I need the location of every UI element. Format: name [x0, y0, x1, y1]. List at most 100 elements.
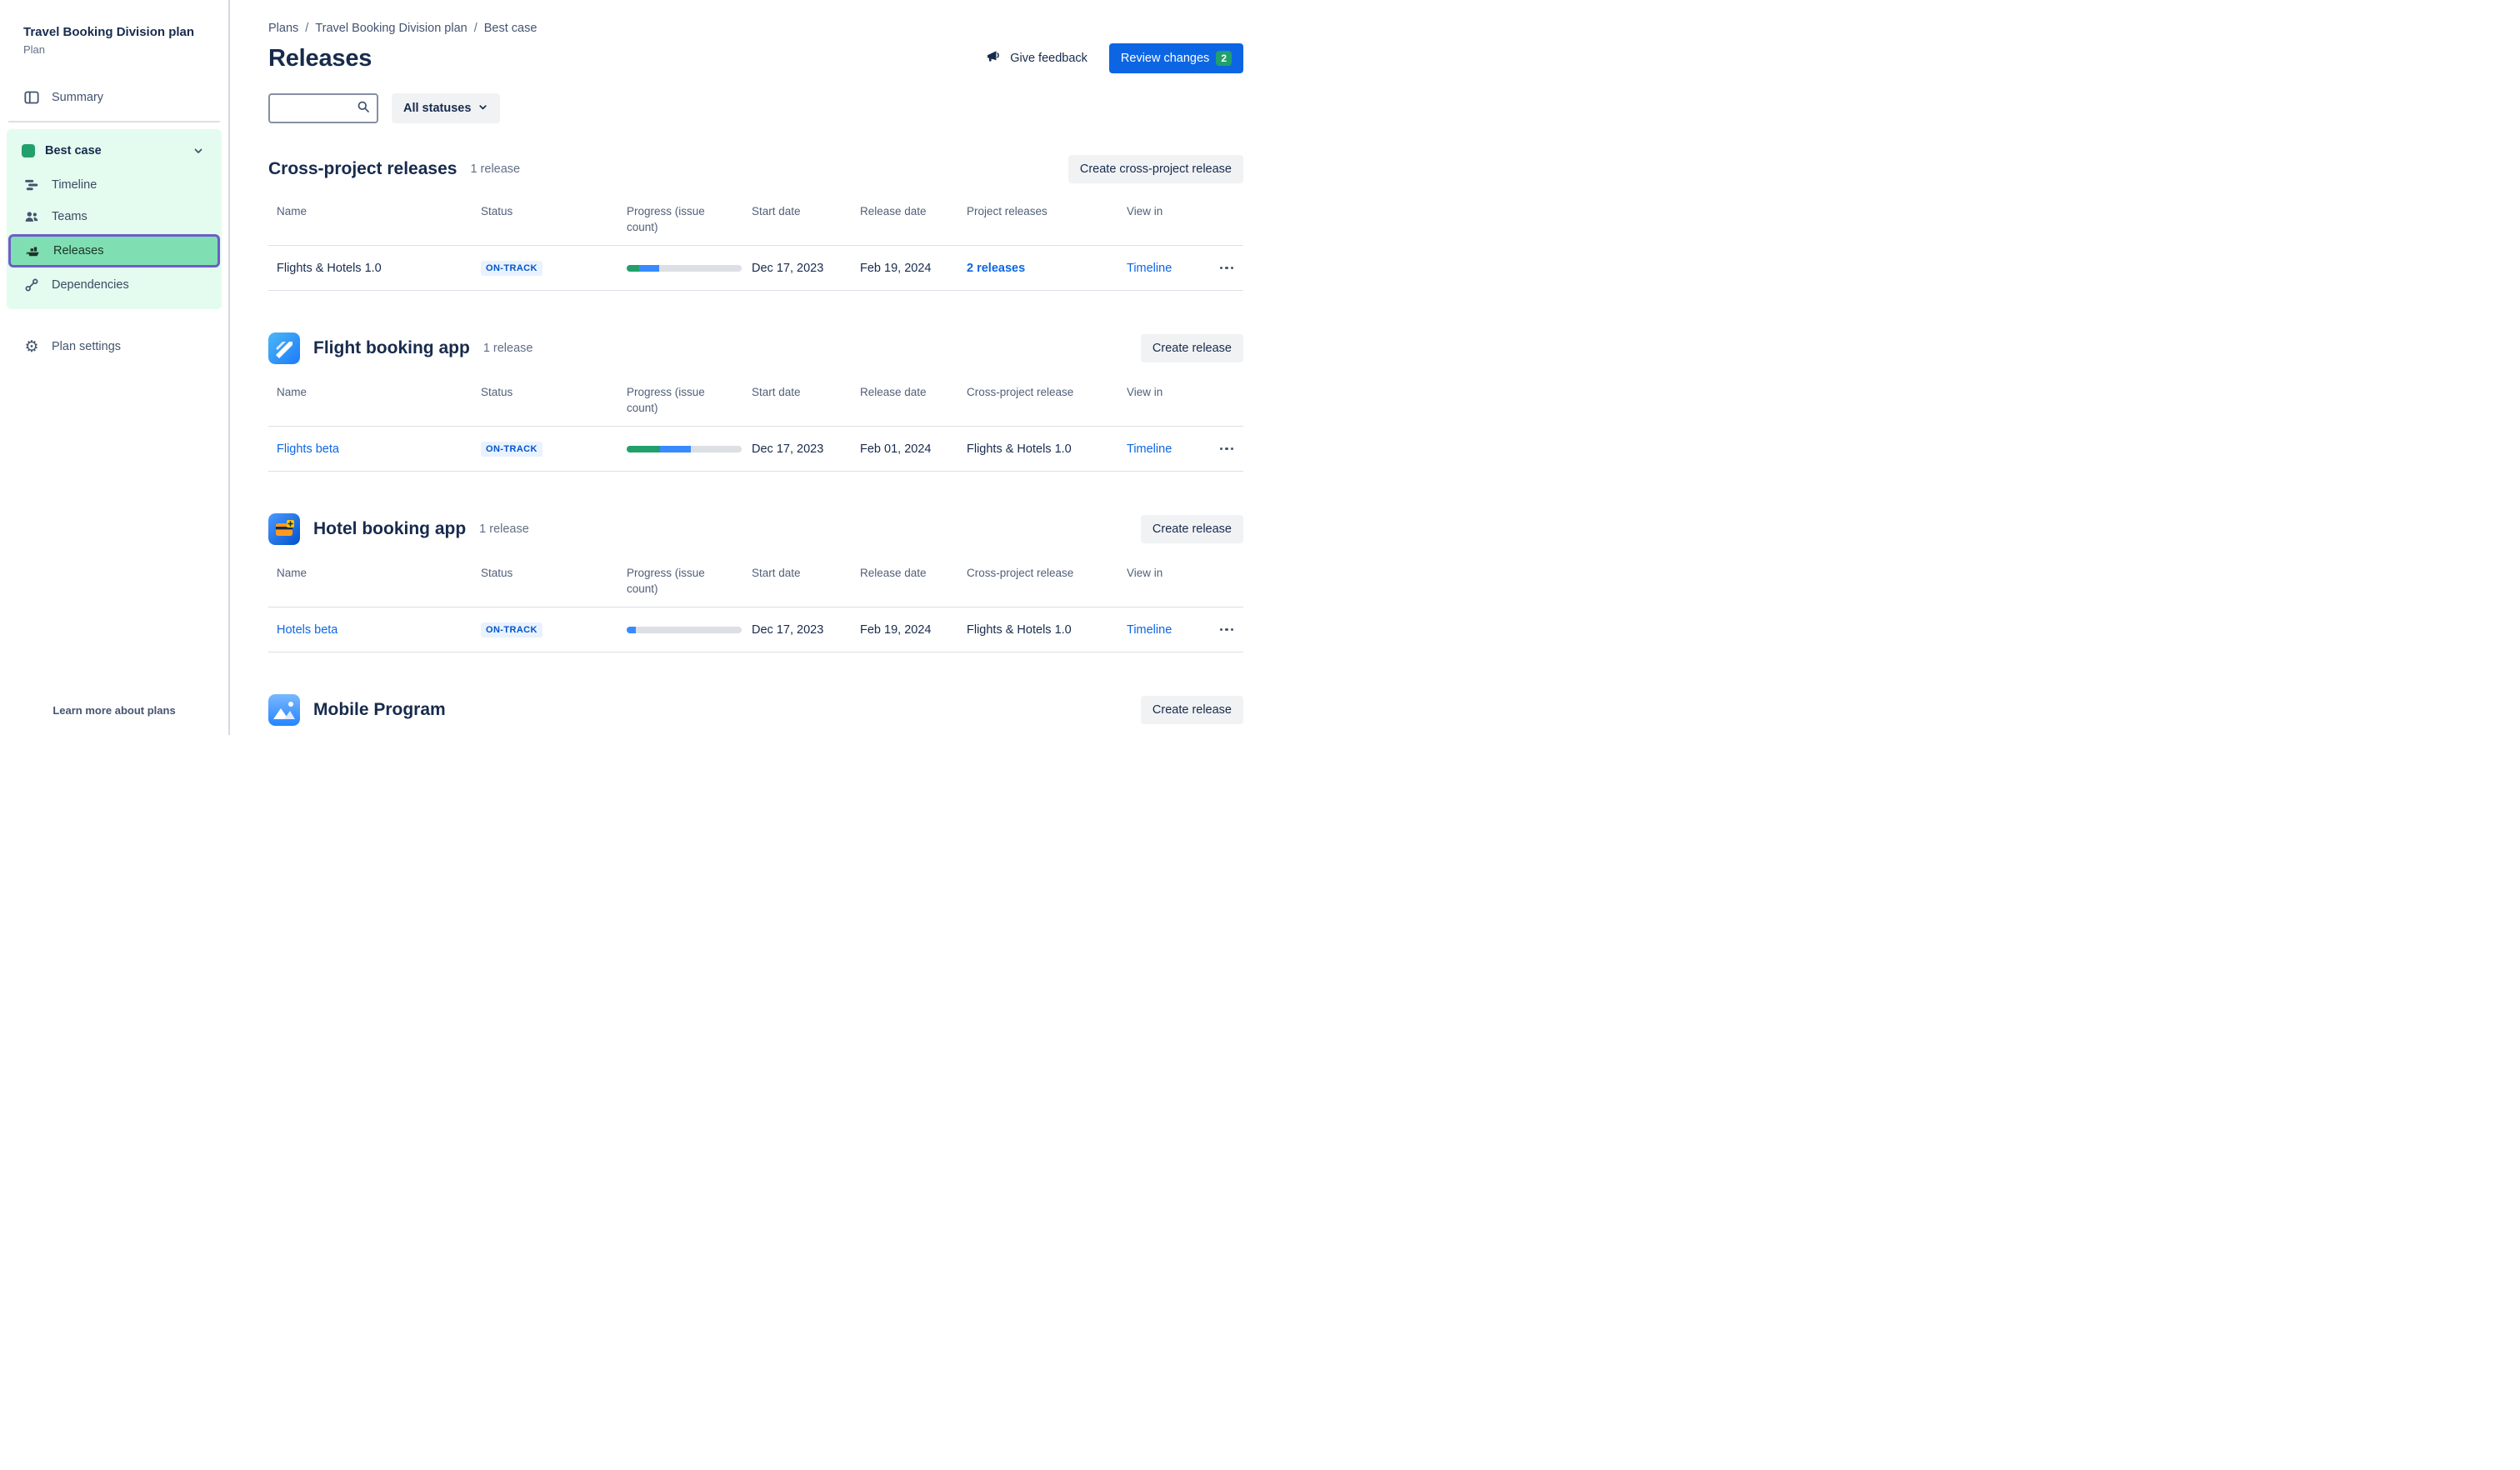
sidebar-item-timeline[interactable]: Timeline	[7, 169, 222, 201]
column-header-progress: Progress (issue count)	[627, 386, 705, 414]
release-name-link[interactable]: Flights beta	[277, 442, 339, 456]
release-row: Hotels beta ON-TRACK Dec 17, 2023 Feb 19…	[268, 608, 1243, 652]
scenario-selector[interactable]: Best case	[7, 132, 222, 169]
breadcrumb-item-scenario[interactable]: Best case	[483, 22, 538, 35]
sidebar-item-dependencies[interactable]: Dependencies	[7, 269, 222, 301]
releases-table: Name Status Progress (issue count) Start…	[268, 376, 1243, 472]
plan-settings-label: Plan settings	[52, 340, 122, 353]
column-header-name: Name	[277, 386, 308, 398]
breadcrumb: Plans / Travel Booking Division plan / B…	[268, 22, 1243, 35]
column-header-release-date: Release date	[860, 205, 927, 218]
give-feedback-button[interactable]: Give feedback	[985, 48, 1088, 69]
mobile-project-icon	[268, 694, 300, 726]
sidebar-item-releases[interactable]: Releases	[8, 234, 220, 268]
section-cross-project-releases: Cross-project releases 1 release Create …	[268, 155, 1243, 291]
review-changes-button[interactable]: Review changes 2	[1108, 43, 1243, 73]
teams-icon	[23, 208, 40, 225]
release-name: Flights & Hotels 1.0	[277, 261, 382, 275]
column-header-status: Status	[481, 567, 513, 579]
breadcrumb-separator: /	[473, 22, 478, 35]
create-release-button[interactable]: Create release	[1140, 696, 1243, 724]
releases-table: Name Status Progress (issue count) Start…	[268, 557, 1243, 652]
status-badge: ON-TRACK	[481, 260, 542, 276]
section-mobile-program: Mobile Program Create release There are …	[268, 694, 1243, 735]
table-header-row: Name Status Progress (issue count) Start…	[268, 557, 1243, 608]
breadcrumb-item-plans[interactable]: Plans	[268, 22, 299, 35]
column-header-view-in: View in	[1127, 205, 1163, 218]
give-feedback-label: Give feedback	[1010, 52, 1088, 65]
view-in-timeline-link[interactable]: Timeline	[1127, 261, 1172, 275]
flight-project-icon	[268, 332, 300, 364]
section-title: Flight booking app	[313, 338, 470, 358]
cross-project-release: Flights & Hotels 1.0	[967, 622, 1072, 637]
column-header-start-date: Start date	[752, 205, 801, 218]
breadcrumb-item-plan[interactable]: Travel Booking Division plan	[315, 22, 468, 35]
progress-bar	[627, 445, 742, 452]
section-release-count: 1 release	[470, 162, 521, 176]
releases-table: Name Status Progress (issue count) Start…	[268, 195, 1243, 291]
releases-ship-icon	[25, 242, 42, 259]
sidebar-item-label: Teams	[52, 210, 88, 223]
sidebar-item-label: Timeline	[52, 178, 98, 192]
table-header-row: Name Status Progress (issue count) Start…	[268, 195, 1243, 246]
column-header-project-releases: Project releases	[967, 205, 1048, 218]
create-cross-project-release-button[interactable]: Create cross-project release	[1068, 155, 1243, 183]
dependencies-icon	[23, 277, 40, 293]
timeline-icon	[23, 177, 40, 193]
plan-header: Travel Booking Division plan Plan	[0, 25, 228, 56]
more-options-button[interactable]	[1210, 439, 1243, 459]
learn-more-link[interactable]: Learn more about plans	[52, 704, 176, 717]
start-date: Dec 17, 2023	[752, 442, 824, 456]
scenario-color-swatch	[22, 144, 35, 158]
more-options-button[interactable]	[1210, 258, 1243, 278]
view-in-timeline-link[interactable]: Timeline	[1127, 622, 1172, 637]
sidebar-item-teams[interactable]: Teams	[7, 201, 222, 232]
sidebar-item-label: Dependencies	[52, 278, 129, 292]
sidebar: Travel Booking Division plan Plan Summar…	[0, 0, 230, 735]
section-release-count: 1 release	[482, 342, 533, 355]
plan-type-label: Plan	[23, 43, 46, 56]
table-header-row: Name Status Progress (issue count) Start…	[268, 376, 1243, 427]
release-name-link[interactable]: Hotels beta	[277, 622, 338, 637]
create-release-button[interactable]: Create release	[1140, 334, 1243, 362]
release-date: Feb 19, 2024	[860, 261, 932, 275]
section-flight-booking-app: Flight booking app 1 release Create rele…	[268, 332, 1243, 472]
column-header-cross-project-release: Cross-project release	[967, 567, 1074, 579]
start-date: Dec 17, 2023	[752, 261, 824, 275]
sidebar-item-summary[interactable]: Summary	[0, 81, 228, 114]
breadcrumb-separator: /	[305, 22, 309, 35]
column-header-name: Name	[277, 205, 308, 218]
progress-bar	[627, 264, 742, 272]
status-filter-dropdown[interactable]: All statuses	[392, 93, 501, 123]
summary-board-icon	[23, 89, 40, 106]
column-header-release-date: Release date	[860, 386, 927, 398]
view-in-timeline-link[interactable]: Timeline	[1127, 442, 1172, 456]
release-date: Feb 19, 2024	[860, 622, 932, 637]
column-header-release-date: Release date	[860, 567, 927, 579]
scenario-label: Best case	[45, 144, 102, 158]
sidebar-divider	[8, 121, 220, 122]
review-changes-label: Review changes	[1120, 52, 1210, 65]
section-hotel-booking-app: Hotel booking app 1 release Create relea…	[268, 513, 1243, 652]
progress-bar	[627, 626, 742, 633]
project-releases-link[interactable]: 2 releases	[967, 261, 1026, 275]
column-header-status: Status	[481, 205, 513, 218]
release-row: Flights & Hotels 1.0 ON-TRACK Dec 17, 20…	[268, 246, 1243, 291]
release-row: Flights beta ON-TRACK Dec 17, 2023 Feb 0…	[268, 427, 1243, 472]
scenario-block: Best case Timeline Teams Releases	[7, 129, 222, 309]
search-input[interactable]	[278, 102, 357, 115]
search-icon	[357, 100, 370, 118]
more-options-button[interactable]	[1210, 620, 1243, 640]
column-header-progress: Progress (issue count)	[627, 205, 705, 233]
status-filter-label: All statuses	[403, 102, 472, 115]
column-header-view-in: View in	[1127, 386, 1163, 398]
create-release-button[interactable]: Create release	[1140, 515, 1243, 543]
column-header-cross-project-release: Cross-project release	[967, 386, 1074, 398]
sidebar-item-plan-settings[interactable]: ⚙ Plan settings	[0, 331, 228, 362]
column-header-progress: Progress (issue count)	[627, 567, 705, 595]
megaphone-icon	[985, 48, 1002, 69]
cross-project-release: Flights & Hotels 1.0	[967, 442, 1072, 456]
section-title: Cross-project releases	[268, 159, 458, 178]
search-box	[268, 93, 378, 123]
column-header-start-date: Start date	[752, 386, 801, 398]
